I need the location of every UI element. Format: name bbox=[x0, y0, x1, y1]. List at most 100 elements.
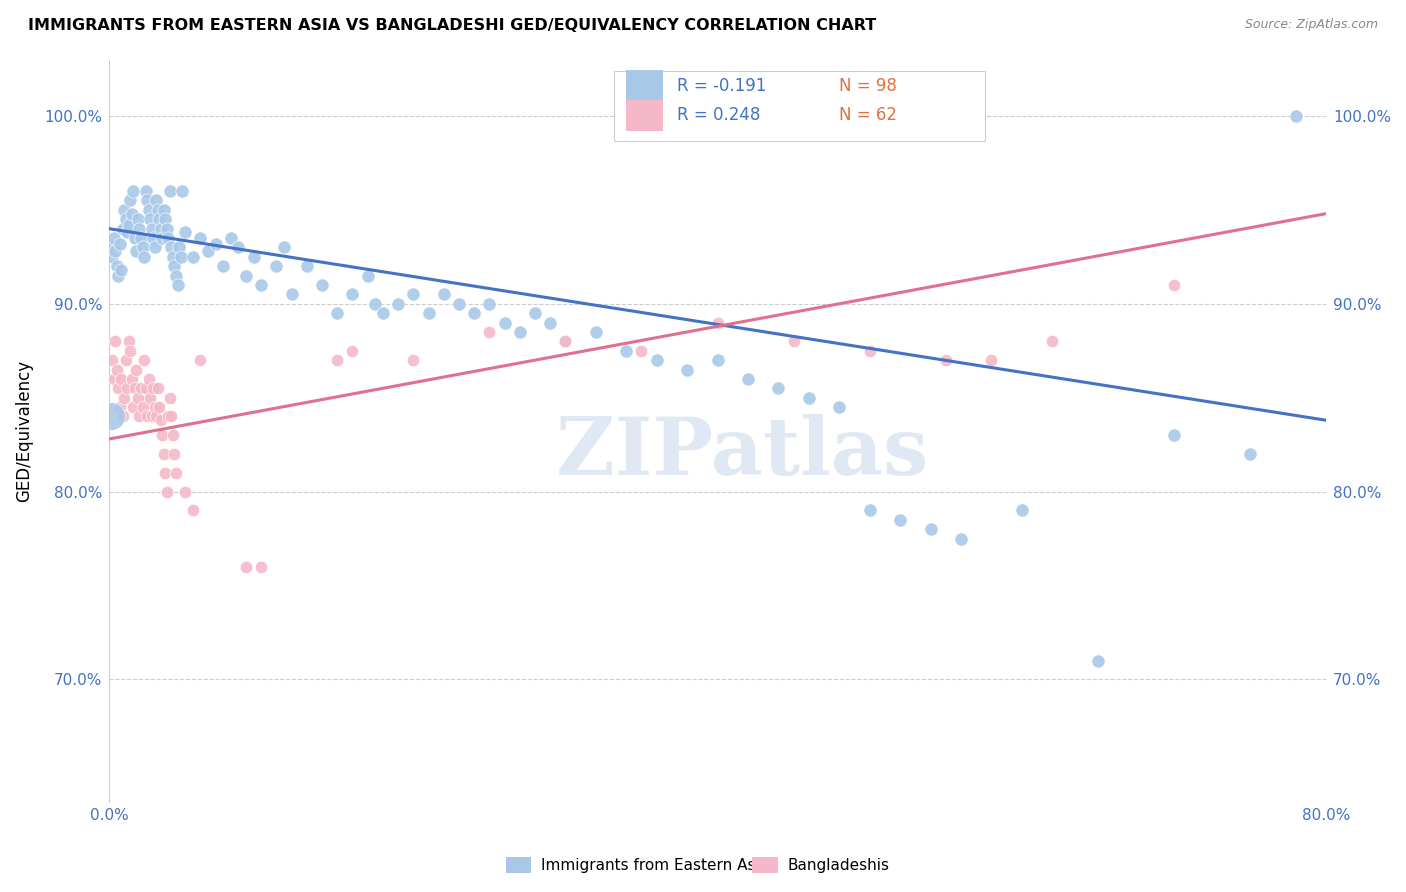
Point bbox=[132, 353, 155, 368]
Point bbox=[1239, 447, 1261, 461]
Point bbox=[110, 372, 132, 386]
Point bbox=[242, 250, 264, 264]
Point bbox=[150, 428, 173, 442]
Point bbox=[828, 400, 851, 414]
Point bbox=[859, 343, 882, 358]
Point bbox=[162, 250, 184, 264]
Point bbox=[478, 297, 501, 311]
Point bbox=[145, 194, 167, 208]
Point bbox=[107, 268, 129, 283]
Point bbox=[142, 231, 165, 245]
Point bbox=[170, 184, 193, 198]
Point bbox=[148, 400, 170, 414]
Point bbox=[138, 202, 160, 217]
Text: ZIPatlas: ZIPatlas bbox=[555, 414, 928, 491]
Point bbox=[166, 278, 188, 293]
Point bbox=[111, 409, 134, 424]
Point bbox=[103, 372, 125, 386]
Point bbox=[155, 212, 177, 227]
Point bbox=[1163, 278, 1185, 293]
Point bbox=[141, 221, 163, 235]
Point bbox=[188, 231, 211, 245]
Point bbox=[676, 362, 699, 376]
Point bbox=[463, 306, 485, 320]
FancyBboxPatch shape bbox=[626, 100, 662, 131]
Point bbox=[128, 221, 150, 235]
Point bbox=[402, 353, 425, 368]
Point bbox=[204, 236, 226, 251]
Point bbox=[100, 240, 122, 254]
Point bbox=[371, 306, 394, 320]
Point bbox=[156, 221, 179, 235]
Point bbox=[197, 244, 219, 259]
Point bbox=[250, 278, 273, 293]
Point bbox=[114, 212, 136, 227]
Point bbox=[110, 263, 132, 277]
Point bbox=[165, 466, 187, 480]
Point bbox=[614, 343, 637, 358]
Point bbox=[124, 231, 146, 245]
Text: Immigrants from Eastern Asia: Immigrants from Eastern Asia bbox=[541, 858, 769, 872]
Text: R = -0.191: R = -0.191 bbox=[678, 77, 766, 95]
Point bbox=[159, 391, 181, 405]
Point bbox=[219, 231, 242, 245]
Text: IMMIGRANTS FROM EASTERN ASIA VS BANGLADESHI GED/EQUIVALENCY CORRELATION CHART: IMMIGRANTS FROM EASTERN ASIA VS BANGLADE… bbox=[28, 18, 876, 33]
Point bbox=[478, 325, 501, 339]
Point bbox=[139, 391, 162, 405]
Point bbox=[153, 202, 176, 217]
Point bbox=[143, 240, 166, 254]
Point bbox=[169, 250, 191, 264]
Point bbox=[149, 413, 172, 427]
Point bbox=[136, 194, 159, 208]
Point bbox=[1285, 109, 1308, 123]
Point bbox=[129, 231, 152, 245]
Point bbox=[174, 226, 197, 240]
Point bbox=[129, 381, 152, 395]
Point bbox=[118, 218, 141, 232]
Point bbox=[585, 325, 607, 339]
Point bbox=[136, 409, 159, 424]
Point bbox=[538, 316, 561, 330]
Point bbox=[138, 372, 160, 386]
Point bbox=[157, 231, 180, 245]
Point bbox=[121, 206, 143, 220]
Point bbox=[181, 250, 204, 264]
Point bbox=[125, 362, 148, 376]
Point bbox=[163, 447, 186, 461]
Text: N = 62: N = 62 bbox=[839, 106, 897, 124]
Point bbox=[155, 466, 177, 480]
Point bbox=[212, 259, 235, 273]
FancyBboxPatch shape bbox=[614, 70, 986, 141]
Point bbox=[153, 447, 176, 461]
Point bbox=[859, 503, 882, 517]
Point bbox=[326, 306, 349, 320]
Point bbox=[128, 409, 150, 424]
Point bbox=[181, 503, 204, 517]
Point bbox=[108, 400, 131, 414]
Point bbox=[174, 484, 197, 499]
Point bbox=[124, 381, 146, 395]
Text: Bangladeshis: Bangladeshis bbox=[787, 858, 890, 872]
Point bbox=[706, 353, 728, 368]
Point bbox=[131, 400, 153, 414]
Point bbox=[114, 353, 136, 368]
Point bbox=[509, 325, 531, 339]
Point bbox=[108, 236, 131, 251]
Point bbox=[139, 212, 162, 227]
Point bbox=[163, 259, 186, 273]
Point bbox=[117, 381, 139, 395]
Point bbox=[706, 316, 728, 330]
Point bbox=[250, 559, 273, 574]
Point bbox=[524, 306, 547, 320]
Text: Source: ZipAtlas.com: Source: ZipAtlas.com bbox=[1244, 18, 1378, 31]
FancyBboxPatch shape bbox=[626, 70, 662, 101]
Point bbox=[235, 268, 257, 283]
Point bbox=[768, 381, 790, 395]
Point bbox=[121, 372, 143, 386]
Point bbox=[150, 231, 173, 245]
Point bbox=[100, 409, 122, 424]
Point bbox=[326, 353, 349, 368]
Point bbox=[645, 353, 668, 368]
Point bbox=[280, 287, 302, 301]
Point bbox=[311, 278, 333, 293]
